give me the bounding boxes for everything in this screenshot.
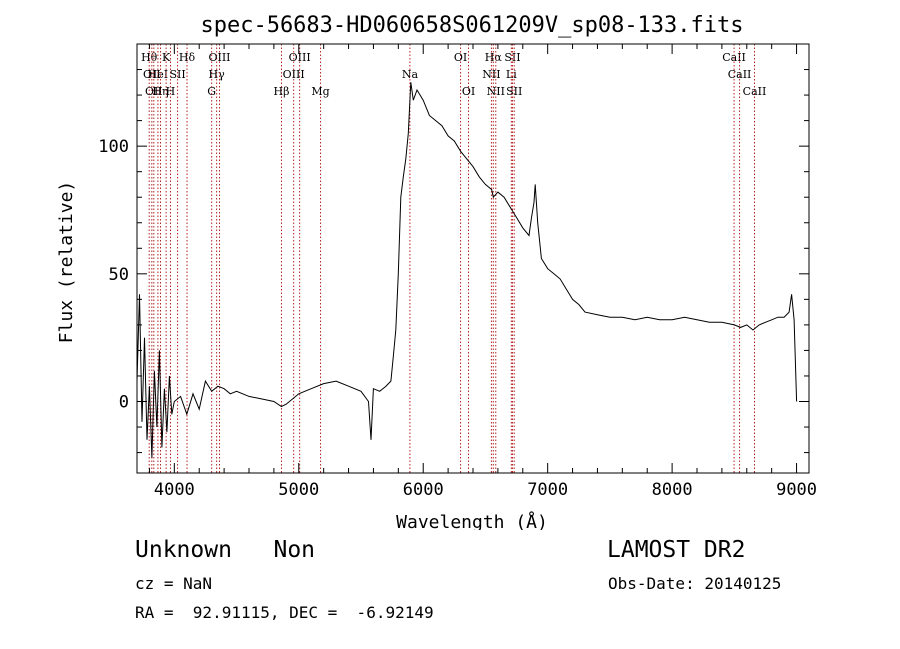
line-marker-label: HeI: [148, 68, 168, 81]
line-marker-label: OIII: [283, 68, 305, 81]
x-axis-label: Wavelength (Å): [396, 511, 548, 530]
line-marker-label: Hβ: [274, 85, 290, 98]
x-tick-label: 5000: [278, 480, 319, 500]
line-markers: HθOIIOIIHeIHηKHSIIHδGHγOIIIHβOIIIOIIIMgN…: [141, 44, 766, 473]
obs-date-label: Obs-Date: 20140125: [608, 574, 782, 593]
spectrum-chart: spec-56683-HD060658S061209V_sp08-133.fit…: [56, 13, 817, 530]
line-marker-label: SII: [504, 51, 520, 64]
line-marker-label: SII: [506, 85, 522, 98]
x-tick-label: 7000: [527, 480, 568, 500]
line-marker-label: CaII: [743, 85, 767, 98]
line-marker-label: OIII: [208, 51, 230, 64]
line-marker-label: NII: [487, 85, 505, 98]
spectrum-line: [136, 82, 798, 458]
line-marker-label: NII: [482, 68, 500, 81]
line-marker-label: CaII: [722, 51, 746, 64]
x-tick-label: 6000: [403, 480, 444, 500]
y-tick-label: 0: [119, 393, 129, 413]
line-marker-label: OIII: [289, 51, 311, 64]
x-tick-label: 9000: [776, 480, 817, 500]
y-axis-label: Flux (relative): [56, 181, 77, 344]
line-marker-label: Li: [506, 68, 517, 81]
line-marker-label: Hη: [152, 85, 168, 98]
line-marker-label: K: [162, 51, 171, 64]
line-marker-label: CaII: [728, 68, 752, 81]
line-marker-label: OII: [143, 68, 161, 81]
line-marker-label: Hθ: [141, 51, 158, 64]
survey-label: LAMOST DR2: [607, 537, 746, 563]
line-marker-label: OI: [454, 51, 467, 64]
line-marker-label: SII: [169, 68, 185, 81]
y-tick-label: 100: [98, 137, 129, 157]
chart-title: spec-56683-HD060658S061209V_sp08-133.fit…: [200, 13, 743, 38]
coordinates-label: RA = 92.91115, DEC = -6.92149: [135, 603, 434, 622]
line-marker-label: H: [166, 85, 176, 98]
x-tick-label: 8000: [652, 480, 693, 500]
line-marker-label: Hδ: [179, 51, 196, 64]
plot-frame: [136, 43, 810, 474]
line-marker-label: Na: [402, 68, 419, 81]
line-marker-label: Hα: [485, 51, 503, 64]
line-marker-label: G: [207, 85, 216, 98]
x-axis: 4000 5000 6000 7000 8000 9000: [148, 44, 817, 500]
line-marker-label: Hγ: [209, 68, 226, 81]
classification-label: Unknown Non: [135, 537, 316, 563]
line-marker-label: Mg: [311, 85, 329, 98]
x-tick-label: 4000: [154, 480, 195, 500]
line-marker-label: OII: [145, 85, 163, 98]
line-marker-label: OI: [462, 85, 475, 98]
redshift-label: cz = NaN: [135, 574, 213, 593]
y-tick-label: 50: [109, 265, 129, 285]
y-axis: 0 50 100: [98, 69, 809, 454]
